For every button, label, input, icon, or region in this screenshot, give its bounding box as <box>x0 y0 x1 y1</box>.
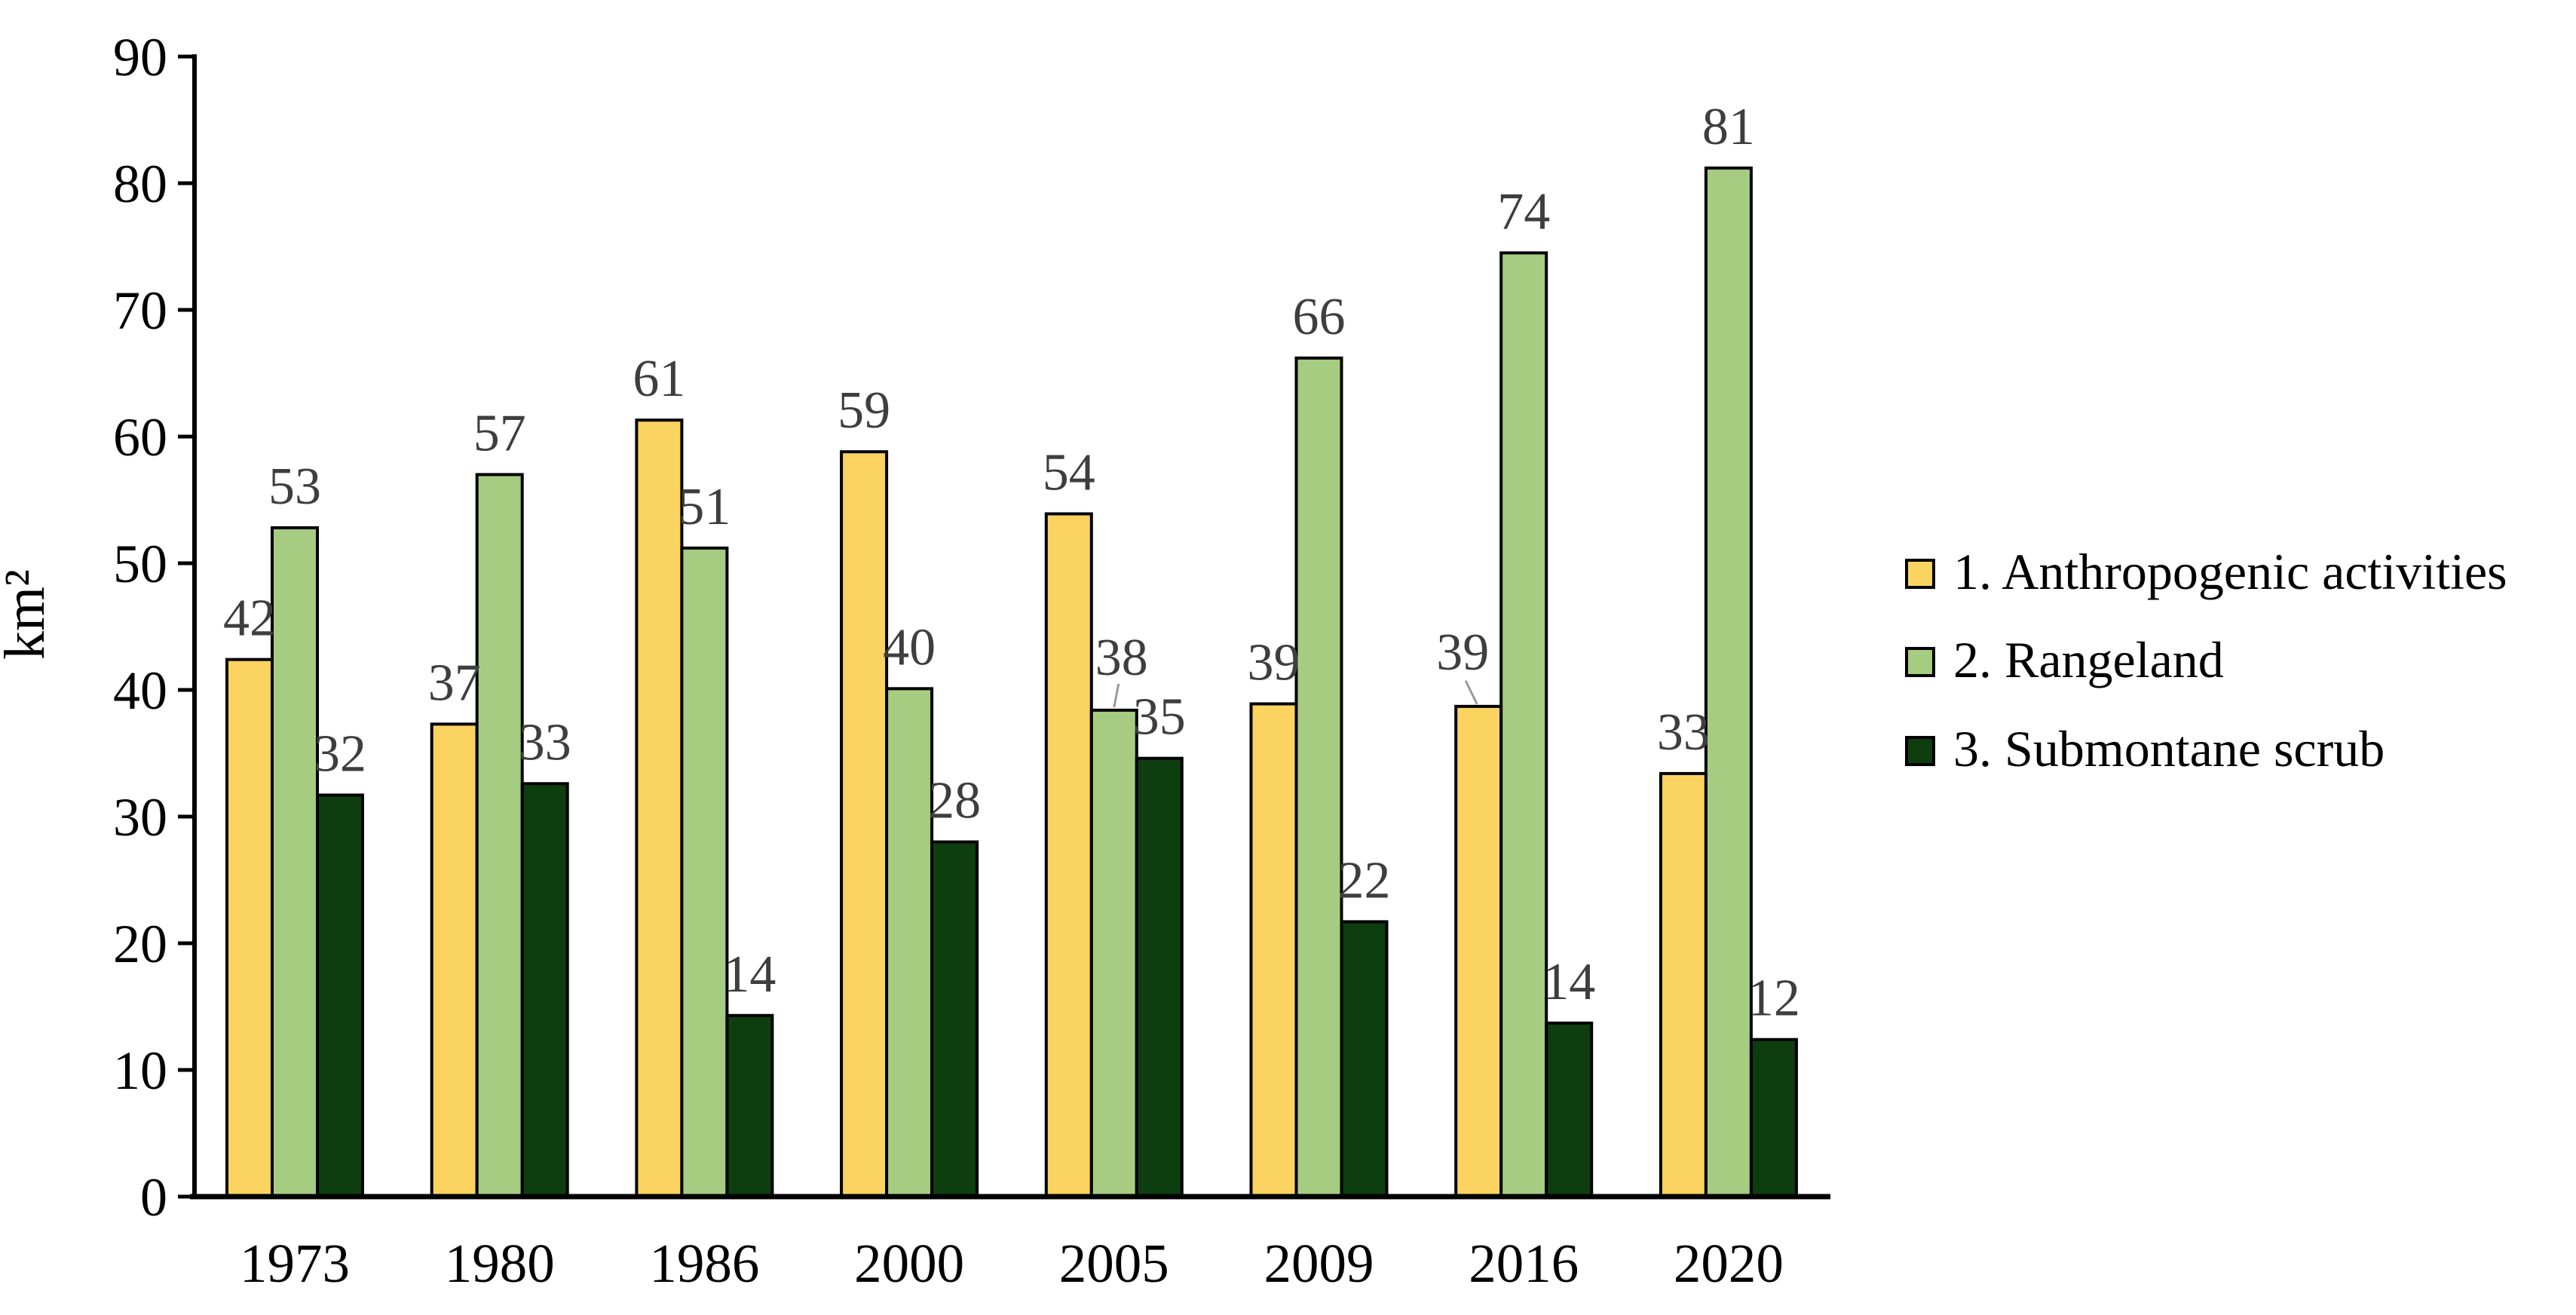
label-leader-line <box>1464 680 1478 705</box>
bar-2005-series2 <box>1089 708 1138 1198</box>
bar-1980-series3 <box>520 782 569 1198</box>
y-tick-label: 10 <box>113 1041 167 1101</box>
x-category-label: 2009 <box>1264 1233 1374 1294</box>
bar-2000-series2 <box>885 687 934 1198</box>
bar-2020-series2 <box>1704 166 1753 1199</box>
bar-value-label: 38 <box>1095 629 1148 687</box>
y-tick-label: 60 <box>113 407 167 467</box>
x-category-label: 1980 <box>445 1233 555 1294</box>
bar-value-label: 39 <box>1248 633 1300 691</box>
bar-value-label: 66 <box>1293 288 1346 346</box>
y-tick-label: 90 <box>113 27 167 87</box>
bar-value-label: 22 <box>1338 851 1391 909</box>
bar-value-label: 12 <box>1747 970 1800 1028</box>
legend-item: 3. Submontane scrub <box>1905 720 2385 777</box>
bar-1986-series3 <box>725 1013 774 1199</box>
bar-value-label: 74 <box>1497 182 1550 241</box>
bar-1986-series2 <box>680 546 729 1198</box>
bar-value-label: 28 <box>928 772 981 830</box>
bar-2020-series3 <box>1749 1038 1798 1199</box>
bar-value-label: 39 <box>1436 624 1489 682</box>
bar-value-label: 51 <box>678 478 731 536</box>
bar-value-label: 54 <box>1043 443 1095 501</box>
label-leader-line <box>1113 683 1120 708</box>
bar-value-label: 57 <box>473 404 526 462</box>
y-tick-label: 70 <box>113 280 167 341</box>
legend-item: 1. Anthropogenic activities <box>1905 543 2507 600</box>
bar-value-label: 14 <box>1542 953 1595 1011</box>
bar-2016-series2 <box>1499 251 1548 1198</box>
bar-2009-series2 <box>1294 356 1343 1199</box>
bar-value-label: 40 <box>883 618 936 676</box>
bar-value-label: 14 <box>723 946 776 1004</box>
bar-value-label: 33 <box>1657 703 1710 762</box>
y-axis-title: km² <box>0 569 57 660</box>
x-category-label: 2005 <box>1059 1233 1169 1294</box>
bar-2000-series1 <box>840 450 889 1198</box>
bar-1980-series2 <box>475 473 524 1198</box>
x-category-label: 1986 <box>649 1233 759 1294</box>
y-tick-label: 0 <box>140 1167 167 1228</box>
x-category-label: 1973 <box>240 1233 350 1294</box>
y-tick-label: 40 <box>113 661 167 721</box>
bar-value-label: 35 <box>1133 688 1186 746</box>
y-tick-label: 20 <box>113 914 167 974</box>
bar-1973-series1 <box>225 658 274 1198</box>
bar-value-label: 37 <box>428 654 481 712</box>
bar-value-label: 42 <box>223 590 276 648</box>
bar-1980-series1 <box>430 722 479 1198</box>
legend-swatch-anthropogenic-icon <box>1905 559 1935 589</box>
x-category-label: 2020 <box>1674 1233 1784 1294</box>
bar-1973-series2 <box>271 526 319 1198</box>
bar-2005-series3 <box>1135 756 1184 1198</box>
legend-swatch-submontane-icon <box>1905 736 1935 766</box>
bar-2016-series3 <box>1545 1021 1594 1198</box>
bar-value-label: 32 <box>314 725 366 783</box>
legend-swatch-rangeland-icon <box>1905 647 1935 677</box>
legend-label: 2. Rangeland <box>1953 631 2224 688</box>
bar-value-label: 59 <box>838 382 890 440</box>
bar-2005-series1 <box>1044 512 1093 1198</box>
bar-2016-series1 <box>1454 704 1503 1198</box>
y-tick-label: 50 <box>113 534 167 594</box>
bar-value-label: 33 <box>519 713 571 771</box>
bar-2009-series3 <box>1340 920 1389 1198</box>
bar-2000-series3 <box>930 840 979 1198</box>
bar-2020-series1 <box>1659 771 1708 1198</box>
bar-value-label: 53 <box>268 458 321 516</box>
bar-value-label: 61 <box>633 350 685 408</box>
legend-label: 1. Anthropogenic activities <box>1953 543 2507 600</box>
y-tick-label: 80 <box>113 154 167 214</box>
legend-label: 3. Submontane scrub <box>1953 720 2385 777</box>
bar-1986-series1 <box>635 418 684 1198</box>
y-tick-label: 30 <box>113 787 167 848</box>
x-category-label: 2016 <box>1469 1233 1579 1294</box>
bar-1973-series3 <box>316 793 364 1198</box>
x-category-label: 2000 <box>854 1233 964 1294</box>
legend-item: 2. Rangeland <box>1905 631 2224 688</box>
bar-value-label: 81 <box>1702 98 1755 156</box>
bar-2009-series1 <box>1249 702 1298 1198</box>
